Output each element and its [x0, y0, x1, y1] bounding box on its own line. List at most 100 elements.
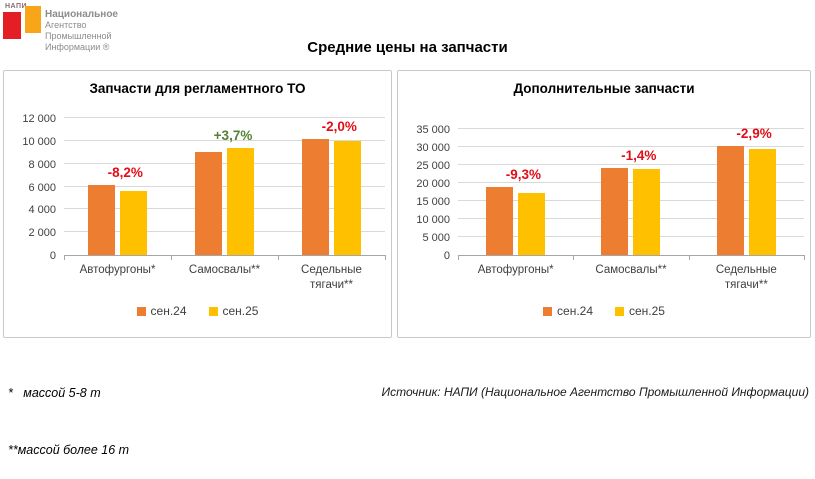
x-axis-tick	[804, 255, 805, 260]
y-tick-label: 8 000	[28, 158, 56, 171]
gridline	[64, 231, 385, 233]
change-label: -9,3%	[505, 166, 542, 182]
y-tick-label: 0	[49, 250, 56, 262]
change-label: -2,9%	[736, 125, 772, 141]
gridline	[64, 117, 385, 118]
y-tick-label: 12 000	[22, 113, 56, 125]
x-axis-labels: Автофургоны* Самосвалы** Седельные тягачи*…	[64, 256, 385, 298]
x-category-label: Седельные тягачи**	[301, 264, 362, 291]
x-category-label: Автофургоны*	[79, 264, 156, 276]
x-category-label: Самосвалы**	[188, 264, 261, 276]
x-axis-tick	[573, 255, 575, 260]
x-axis-tick	[64, 255, 65, 260]
gridline	[64, 162, 385, 164]
plot-area: -9,3% -1,4% -2,9%	[458, 125, 805, 260]
gridline	[458, 236, 804, 237]
bar-group: -1,4%	[573, 129, 688, 255]
chart-panel: Запчасти для регламентного ТО 0 2 000 4 00…	[3, 70, 392, 338]
legend-item: сен.24	[136, 304, 187, 318]
gridline	[458, 218, 804, 219]
x-axis-tick	[458, 255, 459, 260]
gridline	[64, 139, 385, 141]
chart-body: 0 5 000 10 000 15 000 20 000 25 000 30 000 35 0…	[404, 103, 805, 262]
y-tick-label: 10 000	[416, 214, 450, 226]
bar-group: -9,3%	[458, 129, 573, 255]
gridline	[64, 208, 385, 210]
gridline	[458, 182, 804, 183]
legend-swatch	[615, 306, 624, 316]
logo-org-line: Национальное	[45, 9, 118, 20]
logo-red-square	[3, 12, 21, 39]
legend-item: сен.24	[543, 304, 593, 318]
logo-org-line: Промышленной	[45, 31, 112, 41]
legend-label: сен.24	[557, 304, 593, 318]
y-tick-label: 25 000	[416, 160, 450, 172]
bar-сен.24	[716, 145, 744, 255]
x-axis-tick	[278, 255, 279, 260]
x-axis-tick	[385, 255, 386, 260]
y-tick-label: 0	[443, 250, 450, 262]
change-label: -2,0%	[321, 118, 357, 134]
bar-group: -2,9%	[689, 125, 804, 255]
y-tick-label: 20 000	[416, 178, 450, 190]
legend-label: сен.24	[150, 304, 187, 318]
footnote-line: * массой 5-8 т	[8, 386, 101, 400]
source-caption: Источник: НАПИ (Национальное Агентство П…	[381, 385, 809, 399]
legend: сен.24 сен.25	[10, 298, 385, 318]
bar-сен.25	[633, 169, 661, 255]
gridline	[458, 128, 804, 129]
y-tick-label: 35 000	[416, 124, 450, 136]
legend-item: сен.25	[208, 304, 259, 318]
y-tick-label: 15 000	[416, 196, 450, 208]
y-tick-label: 30 000	[416, 142, 450, 154]
bar-сен.25	[120, 191, 147, 255]
plot-area: -8,2% +3,7% -2,0%	[64, 117, 386, 260]
logo-orange-square	[25, 6, 41, 33]
y-tick-label: 2 000	[28, 227, 56, 240]
legend-swatch	[208, 306, 218, 316]
napi-logo: НАПИ Национальное Агентство Промышленной…	[3, 2, 153, 58]
chart-title: Дополнительные запчасти	[513, 81, 695, 96]
y-tick-label: 5 000	[422, 232, 450, 244]
chart-title: Запчасти для регламентного ТО	[89, 81, 306, 96]
gridline	[458, 200, 804, 201]
bar-сен.24	[88, 185, 115, 255]
bar-сен.25	[748, 148, 776, 255]
legend-item: сен.25	[615, 304, 665, 318]
logo-org-line: Информации ®	[45, 42, 110, 52]
y-tick-label: 10 000	[22, 135, 56, 148]
y-axis: 0 2 000 4 000 6 000 8 000 10 000 12 000	[10, 113, 64, 262]
gridline	[64, 185, 385, 187]
y-tick-label: 4 000	[28, 204, 56, 217]
bar-сен.24	[601, 168, 629, 255]
bar-group: -2,0%	[278, 118, 385, 255]
change-label: -8,2%	[107, 165, 143, 181]
bar-сен.24	[195, 152, 222, 255]
chart-panel: Дополнительные запчасти 0 5 000 10 000 15 0…	[397, 70, 811, 338]
napi-logo-word: НАПИ	[5, 3, 28, 10]
x-category-label: Самосвалы**	[595, 264, 667, 276]
bar-сен.24	[486, 186, 514, 255]
bar-сен.25	[227, 148, 254, 255]
x-axis-labels: Автофургоны* Самосвалы** Седельные тягачи*…	[458, 256, 804, 298]
y-axis: 0 5 000 10 000 15 000 20 000 25 000 30 000 35 0…	[404, 124, 458, 262]
bar-сен.25	[518, 192, 546, 255]
gridline	[458, 164, 804, 165]
x-axis-tick	[171, 255, 172, 260]
bar-group: +3,7%	[171, 118, 278, 255]
y-tick-label: 6 000	[28, 181, 56, 194]
charts-row: Запчасти для регламентного ТО 0 2 000 4 00…	[3, 70, 812, 338]
logo-org-line: Агентство	[45, 20, 87, 30]
legend-label: сен.25	[629, 304, 665, 318]
legend-swatch	[136, 306, 146, 316]
legend: сен.24 сен.25	[404, 298, 804, 318]
footnote-line: **массой более 16 т	[8, 443, 130, 457]
page-title: Средние цены на запчасти	[307, 39, 508, 56]
footnotes: * массой 5-8 т **массой более 16 т	[8, 346, 815, 479]
gridline	[458, 146, 804, 147]
legend-swatch	[543, 306, 553, 316]
change-label: +3,7%	[213, 128, 253, 144]
bar-сен.25	[334, 140, 361, 255]
x-axis-tick	[688, 255, 690, 260]
legend-label: сен.25	[222, 304, 259, 318]
